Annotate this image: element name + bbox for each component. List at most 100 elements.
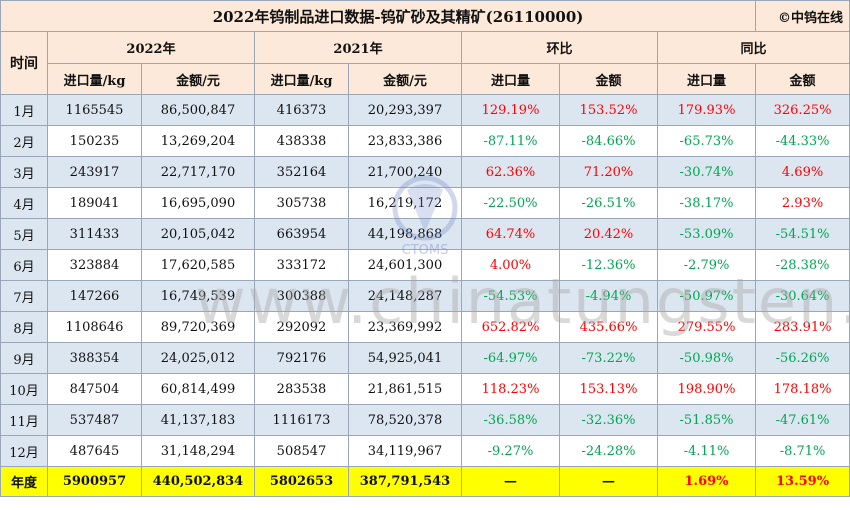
yoy-amount-cell: 283.91% bbox=[755, 311, 850, 343]
yoy-qty-cell: -38.17% bbox=[656, 187, 757, 219]
month-cell: 2月 bbox=[0, 125, 48, 157]
import-qty-2022-cell: 323884 bbox=[47, 249, 142, 281]
amount-2021-cell: 78,520,378 bbox=[348, 404, 462, 436]
import-qty-2022-cell: 243917 bbox=[47, 156, 142, 188]
table-row: 3月 243917 22,717,170 352164 21,700,240 62.36%… bbox=[0, 156, 850, 188]
mom-qty-cell: 129.19% bbox=[461, 94, 560, 126]
table-row: 7月 147266 16,749,539 300388 24,148,287 -54.53… bbox=[0, 280, 850, 312]
yoy-qty-cell: 279.55% bbox=[656, 311, 757, 343]
mom-qty-header: 进口量 bbox=[461, 63, 560, 95]
import-qty-2022-cell: 487645 bbox=[47, 435, 142, 467]
import-qty-2021-cell: 333172 bbox=[254, 249, 349, 281]
mom-header: 环比 bbox=[461, 31, 658, 64]
amount-2021-cell: 20,293,397 bbox=[348, 94, 462, 126]
mom-qty-cell: -54.53% bbox=[461, 280, 560, 312]
mom-amount-cell: 153.13% bbox=[559, 373, 658, 405]
amount-2022-cell: 86,500,847 bbox=[141, 94, 255, 126]
yoy-qty-cell: -4.11% bbox=[656, 435, 757, 467]
amount-2022-cell: 440,502,834 bbox=[141, 466, 255, 497]
yoy-qty-header: 进口量 bbox=[656, 63, 757, 95]
amount-2022-cell: 89,720,369 bbox=[141, 311, 255, 343]
a2022-header: 金额/元 bbox=[141, 63, 255, 95]
import-qty-2021-cell: 663954 bbox=[254, 218, 349, 250]
amount-2021-cell: 24,148,287 bbox=[348, 280, 462, 312]
yoy-amount-cell: 326.25% bbox=[755, 94, 850, 126]
import-qty-2021-cell: 416373 bbox=[254, 94, 349, 126]
yoy-qty-cell: -53.09% bbox=[656, 218, 757, 250]
yoy-amount-header: 金额 bbox=[755, 63, 850, 95]
year-2021-header: 2021年 bbox=[254, 31, 462, 64]
import-qty-2021-cell: 508547 bbox=[254, 435, 349, 467]
yoy-qty-cell: 1.69% bbox=[656, 466, 757, 497]
month-cell: 4月 bbox=[0, 187, 48, 219]
amount-2021-cell: 23,369,992 bbox=[348, 311, 462, 343]
import-data-table-container: 2022年钨制品进口数据-钨矿砂及其精矿(26110000) ©中钨在线 时间 … bbox=[0, 0, 850, 497]
import-qty-2022-cell: 388354 bbox=[47, 342, 142, 374]
yoy-amount-cell: 4.69% bbox=[755, 156, 850, 188]
mom-qty-cell: 62.36% bbox=[461, 156, 560, 188]
mom-qty-cell: -9.27% bbox=[461, 435, 560, 467]
import-qty-2021-cell: 292092 bbox=[254, 311, 349, 343]
mom-amount-cell: -4.94% bbox=[559, 280, 658, 312]
mom-qty-cell: 64.74% bbox=[461, 218, 560, 250]
amount-2022-cell: 31,148,294 bbox=[141, 435, 255, 467]
yoy-qty-cell: -50.97% bbox=[656, 280, 757, 312]
yoy-qty-cell: 179.93% bbox=[656, 94, 757, 126]
yoy-amount-cell: -30.64% bbox=[755, 280, 850, 312]
month-cell: 9月 bbox=[0, 342, 48, 374]
table-row: 10月 847504 60,814,499 283538 21,861,515 118.2… bbox=[0, 373, 850, 405]
import-qty-2022-cell: 537487 bbox=[47, 404, 142, 436]
table-row: 1月 1165545 86,500,847 416373 20,293,397 129.1… bbox=[0, 94, 850, 126]
import-qty-2021-cell: 352164 bbox=[254, 156, 349, 188]
import-data-table: 2022年钨制品进口数据-钨矿砂及其精矿(26110000) ©中钨在线 时间 … bbox=[0, 0, 850, 497]
page-title: 2022年钨制品进口数据-钨矿砂及其精矿(26110000) bbox=[0, 0, 757, 32]
yoy-qty-cell: 198.90% bbox=[656, 373, 757, 405]
yoy-qty-cell: -2.79% bbox=[656, 249, 757, 281]
yoy-amount-cell: 2.93% bbox=[755, 187, 850, 219]
month-cell: 8月 bbox=[0, 311, 48, 343]
mom-amount-cell: -24.28% bbox=[559, 435, 658, 467]
month-cell: 12月 bbox=[0, 435, 48, 467]
mom-qty-cell: 4.00% bbox=[461, 249, 560, 281]
amount-2022-cell: 60,814,499 bbox=[141, 373, 255, 405]
mom-amount-cell: -84.66% bbox=[559, 125, 658, 157]
mom-amount-cell: 153.52% bbox=[559, 94, 658, 126]
amount-2021-cell: 54,925,041 bbox=[348, 342, 462, 374]
month-cell: 6月 bbox=[0, 249, 48, 281]
import-qty-2022-cell: 311433 bbox=[47, 218, 142, 250]
import-qty-2021-cell: 438338 bbox=[254, 125, 349, 157]
import-qty-2022-cell: 847504 bbox=[47, 373, 142, 405]
mom-amount-cell: 435.66% bbox=[559, 311, 658, 343]
mom-amount-header: 金额 bbox=[559, 63, 658, 95]
amount-2022-cell: 16,695,090 bbox=[141, 187, 255, 219]
yoy-qty-cell: -30.74% bbox=[656, 156, 757, 188]
month-cell: 5月 bbox=[0, 218, 48, 250]
amount-2022-cell: 17,620,585 bbox=[141, 249, 255, 281]
yoy-amount-cell: -28.38% bbox=[755, 249, 850, 281]
q2022-header: 进口量/kg bbox=[47, 63, 142, 95]
amount-2022-cell: 20,105,042 bbox=[141, 218, 255, 250]
mom-amount-cell: 71.20% bbox=[559, 156, 658, 188]
mom-amount-cell: -73.22% bbox=[559, 342, 658, 374]
year-2022-header: 2022年 bbox=[47, 31, 255, 64]
mom-amount-cell: -26.51% bbox=[559, 187, 658, 219]
yoy-amount-cell: -54.51% bbox=[755, 218, 850, 250]
amount-2021-cell: 21,861,515 bbox=[348, 373, 462, 405]
amount-2022-cell: 41,137,183 bbox=[141, 404, 255, 436]
table-row: 4月 189041 16,695,090 305738 16,219,172 -22.50… bbox=[0, 187, 850, 219]
import-qty-2022-cell: 1108646 bbox=[47, 311, 142, 343]
brand-mark: ©中钨在线 bbox=[755, 0, 850, 32]
yoy-amount-cell: -44.33% bbox=[755, 125, 850, 157]
amount-2021-cell: 16,219,172 bbox=[348, 187, 462, 219]
table-row: 12月 487645 31,148,294 508547 34,119,967 -9.27… bbox=[0, 435, 850, 467]
month-cell: 3月 bbox=[0, 156, 48, 188]
table-row: 2月 150235 13,269,204 438338 23,833,386 -87.11… bbox=[0, 125, 850, 157]
import-qty-2022-cell: 147266 bbox=[47, 280, 142, 312]
mom-qty-cell: — bbox=[461, 466, 560, 497]
table-row: 8月 1108646 89,720,369 292092 23,369,992 652.8… bbox=[0, 311, 850, 343]
amount-2021-cell: 24,601,300 bbox=[348, 249, 462, 281]
import-qty-2021-cell: 792176 bbox=[254, 342, 349, 374]
import-qty-2021-cell: 300388 bbox=[254, 280, 349, 312]
table-row: 6月 323884 17,620,585 333172 24,601,300 4.00% -… bbox=[0, 249, 850, 281]
total-row: 年度 5900957 440,502,834 5802653 387,791,543— —… bbox=[0, 466, 850, 497]
